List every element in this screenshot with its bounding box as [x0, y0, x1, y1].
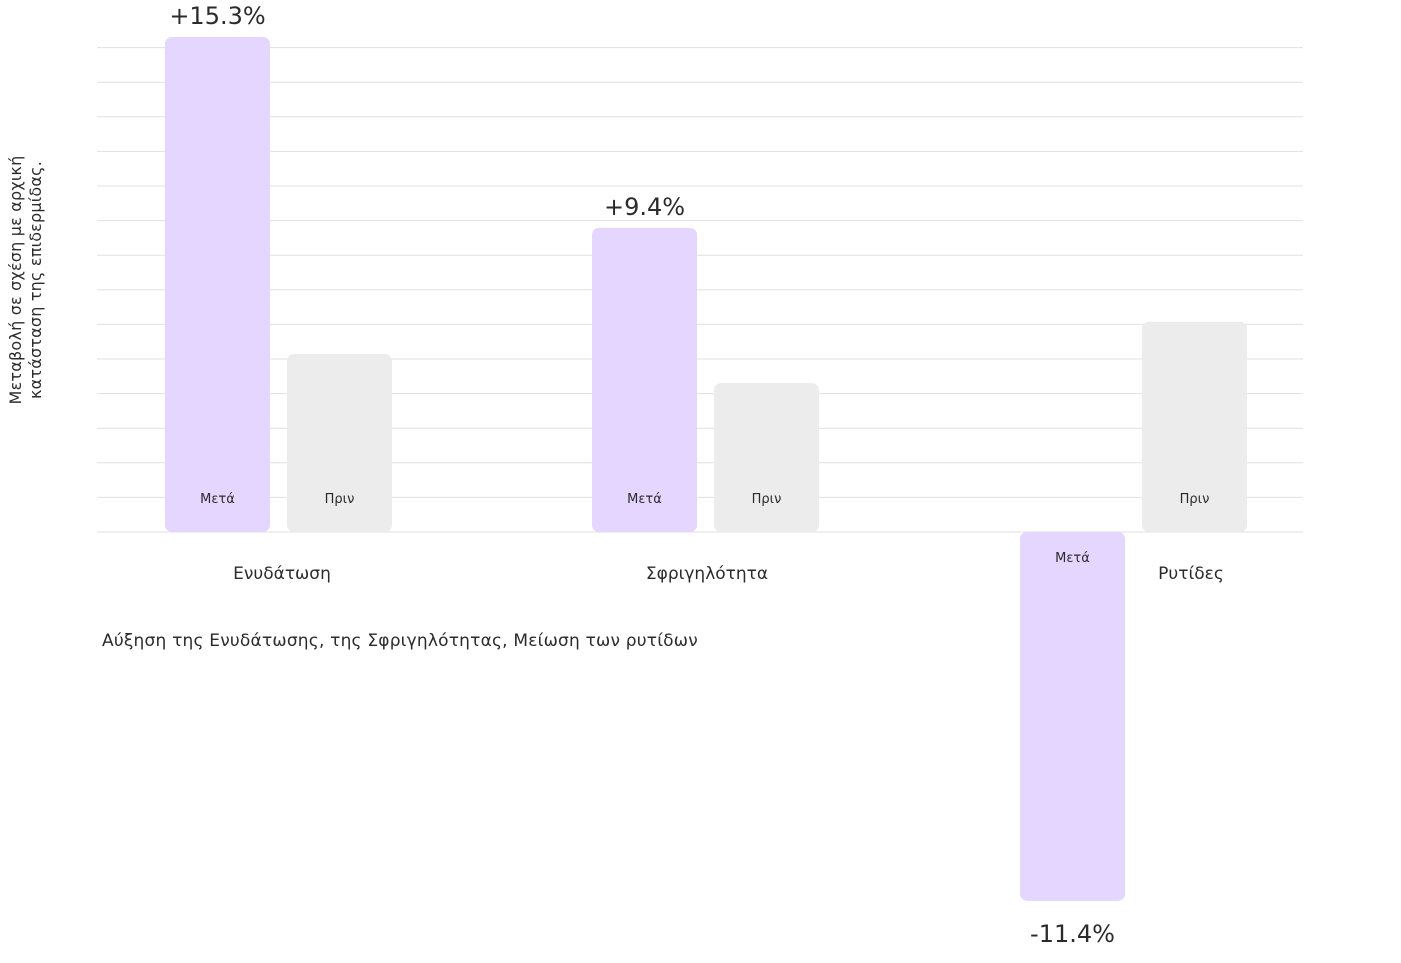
- value-label: +15.3%: [169, 2, 265, 30]
- bar-before-1: [287, 354, 392, 532]
- category-label: Σφριγηλότητα: [646, 564, 768, 584]
- bar-before-2: [714, 383, 819, 532]
- bar-label-after: Μετά: [200, 492, 235, 507]
- bar-label-before: Πριν: [1180, 492, 1210, 507]
- chart-caption: Αύξηση της Ενυδάτωσης, της Σφριγηλότητας…: [102, 631, 698, 651]
- category-label: Ρυτίδες: [1158, 564, 1224, 584]
- bar-before-3: [1142, 321, 1247, 532]
- bar-after-2: [592, 227, 697, 532]
- value-label: -11.4%: [1030, 920, 1115, 948]
- bar-label-before: Πριν: [752, 492, 782, 507]
- category-label: Ενυδάτωση: [233, 564, 331, 584]
- bar-label-after: Μετά: [1055, 551, 1090, 566]
- bar-label-before: Πριν: [325, 492, 355, 507]
- value-label: +9.4%: [604, 193, 685, 221]
- bar-after-1: [165, 37, 270, 532]
- y-axis-title: Μεταβολή σε σχέση με αρχική κατάσταση τη…: [6, 155, 45, 405]
- bar-after-3: [1020, 532, 1125, 901]
- bar-label-after: Μετά: [627, 492, 662, 507]
